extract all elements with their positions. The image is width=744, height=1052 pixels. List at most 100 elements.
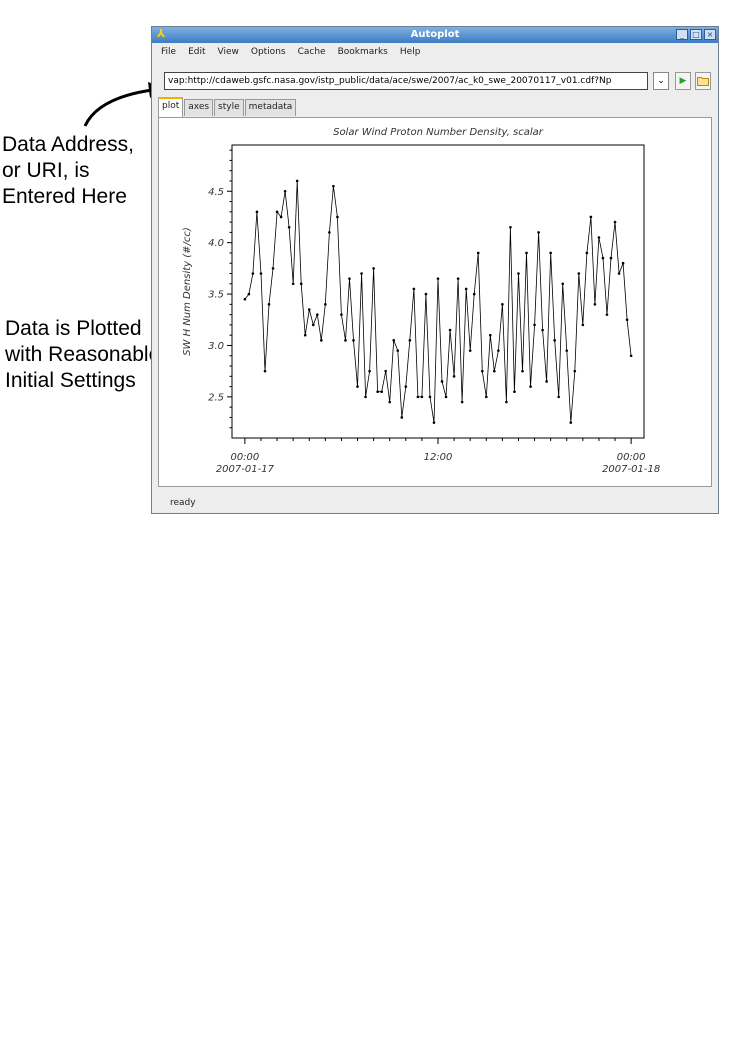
title-bar[interactable]: ⅄ Autoplot _ □ ×	[152, 27, 718, 43]
data-point	[565, 349, 569, 352]
data-point	[557, 395, 561, 399]
data-point	[416, 395, 420, 399]
folder-icon	[697, 77, 709, 86]
data-point	[605, 313, 609, 316]
plot-button[interactable]: ▶	[675, 72, 691, 90]
data-point	[287, 225, 291, 229]
menu-bar: File Edit View Options Cache Bookmarks H…	[152, 44, 718, 60]
play-icon: ▶	[679, 76, 687, 86]
data-point	[311, 323, 315, 327]
menu-cache[interactable]: Cache	[297, 47, 326, 57]
data-point	[247, 292, 251, 296]
data-point	[275, 210, 279, 214]
uri-input[interactable]	[164, 72, 648, 90]
window-controls: _ □ ×	[676, 29, 716, 40]
data-point	[452, 375, 456, 378]
time-series-chart[interactable]: Solar Wind Proton Number Density, scalar…	[159, 118, 711, 486]
chevron-down-icon: ⌄	[657, 76, 665, 86]
data-point	[577, 272, 581, 275]
data-point	[307, 308, 311, 311]
data-point	[344, 339, 347, 342]
x-tick-label: 2007-01-18	[602, 464, 660, 475]
uri-row: ⌄ ▶	[164, 72, 711, 91]
close-button[interactable]: ×	[704, 29, 716, 40]
data-point	[299, 282, 303, 286]
data-point	[372, 267, 375, 270]
data-point	[601, 256, 605, 260]
data-point	[324, 303, 327, 306]
data-point	[541, 328, 544, 332]
data-point	[352, 339, 355, 342]
data-point	[493, 369, 496, 373]
menu-help[interactable]: Help	[399, 47, 421, 57]
data-point	[412, 287, 416, 291]
data-point	[448, 328, 452, 332]
tab-axes[interactable]: axes	[184, 99, 214, 116]
data-point	[460, 400, 464, 404]
data-point	[617, 272, 621, 275]
data-point	[271, 267, 275, 270]
tab-metadata[interactable]: metadata	[244, 99, 297, 116]
data-point	[376, 390, 379, 394]
data-point	[332, 184, 335, 188]
data-point	[497, 349, 500, 352]
data-point	[589, 215, 593, 219]
menu-bookmarks[interactable]: Bookmarks	[337, 47, 388, 57]
data-point	[537, 231, 540, 234]
annotation-line: Initial Settings	[5, 369, 136, 392]
data-point	[505, 400, 508, 404]
tab-plot[interactable]: plot	[158, 97, 184, 117]
data-point	[428, 395, 432, 399]
data-point	[291, 282, 295, 286]
data-point	[468, 349, 472, 352]
x-tick-label: 12:00	[424, 452, 453, 463]
menu-file[interactable]: File	[161, 47, 177, 57]
data-point	[593, 303, 597, 306]
y-tick-label: 4.5	[208, 187, 224, 198]
data-point	[480, 369, 484, 373]
x-tick-label: 00:00	[617, 452, 646, 463]
menu-edit[interactable]: Edit	[188, 47, 206, 57]
data-point	[444, 395, 448, 399]
browse-button[interactable]	[695, 72, 711, 90]
annotation-line: with Reasonable	[5, 343, 161, 366]
data-point	[251, 272, 255, 275]
maximize-button[interactable]: □	[690, 29, 702, 40]
menu-options[interactable]: Options	[250, 47, 286, 57]
data-point	[400, 416, 404, 419]
data-point	[263, 369, 267, 373]
data-point	[573, 369, 577, 373]
data-point	[553, 339, 556, 342]
data-point	[501, 303, 504, 306]
tab-style[interactable]: style	[214, 99, 244, 116]
annotation-line: or URI, is	[2, 159, 90, 182]
data-point	[392, 339, 396, 342]
annotation-uri-note: Data Address, or URI, is Entered Here	[2, 132, 134, 210]
data-point	[545, 380, 548, 383]
data-point	[328, 231, 331, 234]
data-point	[303, 333, 307, 337]
data-point	[581, 323, 585, 327]
data-point	[279, 215, 283, 219]
data-point	[340, 313, 343, 316]
data-point	[420, 395, 424, 399]
annotation-plot-note: Data is Plotted with Reasonable Initial …	[5, 316, 160, 394]
menu-view[interactable]: View	[217, 47, 239, 57]
minimize-button[interactable]: _	[676, 29, 688, 40]
data-point	[356, 385, 359, 388]
data-point	[408, 339, 412, 342]
data-point	[388, 400, 392, 404]
plot-panel[interactable]: Solar Wind Proton Number Density, scalar…	[158, 117, 712, 487]
x-tick-label: 00:00	[230, 452, 259, 463]
data-point	[315, 313, 319, 316]
data-point	[597, 236, 601, 239]
data-point	[561, 282, 565, 286]
data-point	[336, 215, 339, 219]
data-point	[513, 390, 516, 394]
data-point	[609, 256, 613, 260]
y-tick-label: 3.5	[208, 290, 224, 301]
data-point	[283, 189, 287, 193]
uri-history-dropdown[interactable]: ⌄	[653, 72, 669, 90]
data-point	[348, 277, 351, 280]
data-point	[440, 380, 444, 383]
